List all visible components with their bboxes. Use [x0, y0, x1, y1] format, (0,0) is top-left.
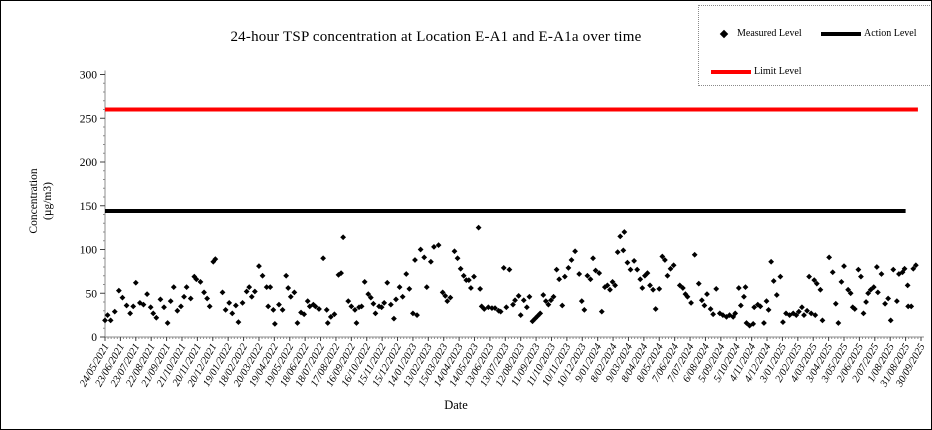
y-axis-label-line2: (µg/m3): [42, 182, 54, 220]
svg-text:50: 50: [86, 288, 98, 300]
legend-item-action-level: Action Level: [821, 28, 916, 39]
chart-title: 24-hour TSP concentration at Location E-…: [230, 29, 642, 45]
legend: Measured Level Action Level Limit Level: [698, 5, 931, 86]
y-axis-label-line1: Concentration: [28, 168, 40, 234]
legend-label-measured: Measured Level: [737, 28, 802, 39]
svg-text:150: 150: [80, 201, 98, 213]
legend-item-measured-level: Measured Level: [719, 28, 802, 39]
svg-text:250: 250: [80, 113, 98, 125]
legend-label-limit: Limit Level: [754, 66, 802, 77]
legend-label-action: Action Level: [864, 28, 917, 39]
legend-item-limit-level: Limit Level: [711, 66, 802, 77]
y-axis-label: Concentration (µg/m3): [27, 168, 55, 233]
svg-text:100: 100: [80, 245, 98, 257]
limit-line-swatch-icon: [711, 69, 751, 74]
x-axis-label: Date: [444, 398, 468, 412]
svg-text:300: 300: [80, 70, 98, 82]
svg-text:200: 200: [80, 157, 98, 169]
svg-text:0: 0: [91, 332, 97, 344]
diamond-marker-icon: [719, 29, 729, 38]
action-line-swatch-icon: [821, 31, 861, 36]
